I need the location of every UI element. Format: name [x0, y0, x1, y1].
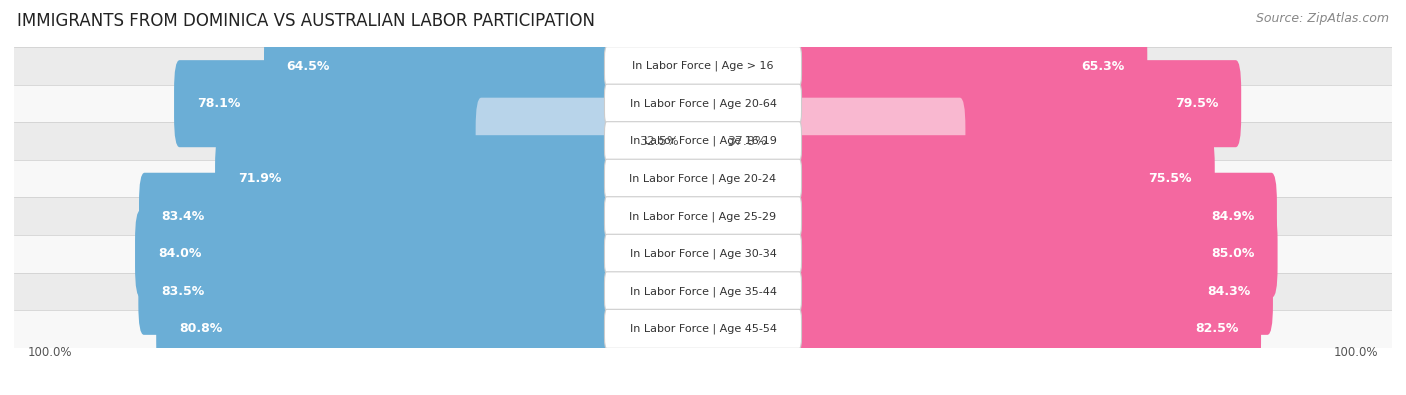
Text: 32.5%: 32.5% [640, 135, 679, 148]
Text: In Labor Force | Age > 16: In Labor Force | Age > 16 [633, 61, 773, 71]
FancyBboxPatch shape [135, 210, 702, 297]
Text: 84.3%: 84.3% [1206, 285, 1250, 298]
FancyBboxPatch shape [704, 210, 1278, 297]
Text: In Labor Force | Age 35-44: In Labor Force | Age 35-44 [630, 286, 776, 297]
FancyBboxPatch shape [156, 285, 702, 372]
Text: 100.0%: 100.0% [28, 346, 72, 359]
Bar [14, 235, 1392, 273]
Text: 84.0%: 84.0% [157, 247, 201, 260]
Bar [14, 198, 1392, 235]
FancyBboxPatch shape [215, 135, 702, 222]
Text: 37.8%: 37.8% [727, 135, 768, 148]
Text: In Labor Force | Age 20-24: In Labor Force | Age 20-24 [630, 173, 776, 184]
Text: 78.1%: 78.1% [197, 97, 240, 110]
Text: 71.9%: 71.9% [238, 172, 281, 185]
Text: 83.5%: 83.5% [162, 285, 204, 298]
FancyBboxPatch shape [139, 173, 702, 260]
FancyBboxPatch shape [704, 248, 1272, 335]
FancyBboxPatch shape [704, 285, 1261, 372]
Bar [14, 47, 1392, 85]
Text: 64.5%: 64.5% [287, 60, 330, 73]
Text: In Labor Force | Age 30-34: In Labor Force | Age 30-34 [630, 248, 776, 259]
Text: In Labor Force | Age 16-19: In Labor Force | Age 16-19 [630, 136, 776, 147]
FancyBboxPatch shape [138, 248, 702, 335]
FancyBboxPatch shape [704, 60, 1241, 147]
Text: 80.8%: 80.8% [179, 322, 222, 335]
Text: 84.9%: 84.9% [1211, 210, 1254, 223]
FancyBboxPatch shape [264, 23, 702, 110]
Text: 100.0%: 100.0% [1334, 346, 1378, 359]
Text: Source: ZipAtlas.com: Source: ZipAtlas.com [1256, 12, 1389, 25]
Text: 82.5%: 82.5% [1195, 322, 1239, 335]
Text: 65.3%: 65.3% [1081, 60, 1125, 73]
Text: In Labor Force | Age 45-54: In Labor Force | Age 45-54 [630, 324, 776, 334]
Text: 79.5%: 79.5% [1175, 97, 1219, 110]
Text: 75.5%: 75.5% [1149, 172, 1192, 185]
Text: IMMIGRANTS FROM DOMINICA VS AUSTRALIAN LABOR PARTICIPATION: IMMIGRANTS FROM DOMINICA VS AUSTRALIAN L… [17, 12, 595, 30]
FancyBboxPatch shape [704, 98, 966, 185]
FancyBboxPatch shape [704, 135, 1215, 222]
Bar [14, 160, 1392, 198]
FancyBboxPatch shape [704, 173, 1277, 260]
FancyBboxPatch shape [605, 159, 801, 198]
Text: In Labor Force | Age 25-29: In Labor Force | Age 25-29 [630, 211, 776, 222]
Bar [14, 310, 1392, 348]
Text: 83.4%: 83.4% [162, 210, 205, 223]
FancyBboxPatch shape [704, 23, 1147, 110]
FancyBboxPatch shape [605, 47, 801, 86]
FancyBboxPatch shape [174, 60, 702, 147]
Bar [14, 85, 1392, 122]
FancyBboxPatch shape [605, 234, 801, 273]
FancyBboxPatch shape [475, 98, 702, 185]
Bar [14, 273, 1392, 310]
FancyBboxPatch shape [605, 197, 801, 236]
FancyBboxPatch shape [605, 309, 801, 348]
Text: 85.0%: 85.0% [1212, 247, 1254, 260]
FancyBboxPatch shape [605, 272, 801, 311]
Bar [14, 122, 1392, 160]
Text: In Labor Force | Age 20-64: In Labor Force | Age 20-64 [630, 98, 776, 109]
FancyBboxPatch shape [605, 84, 801, 123]
FancyBboxPatch shape [605, 122, 801, 161]
